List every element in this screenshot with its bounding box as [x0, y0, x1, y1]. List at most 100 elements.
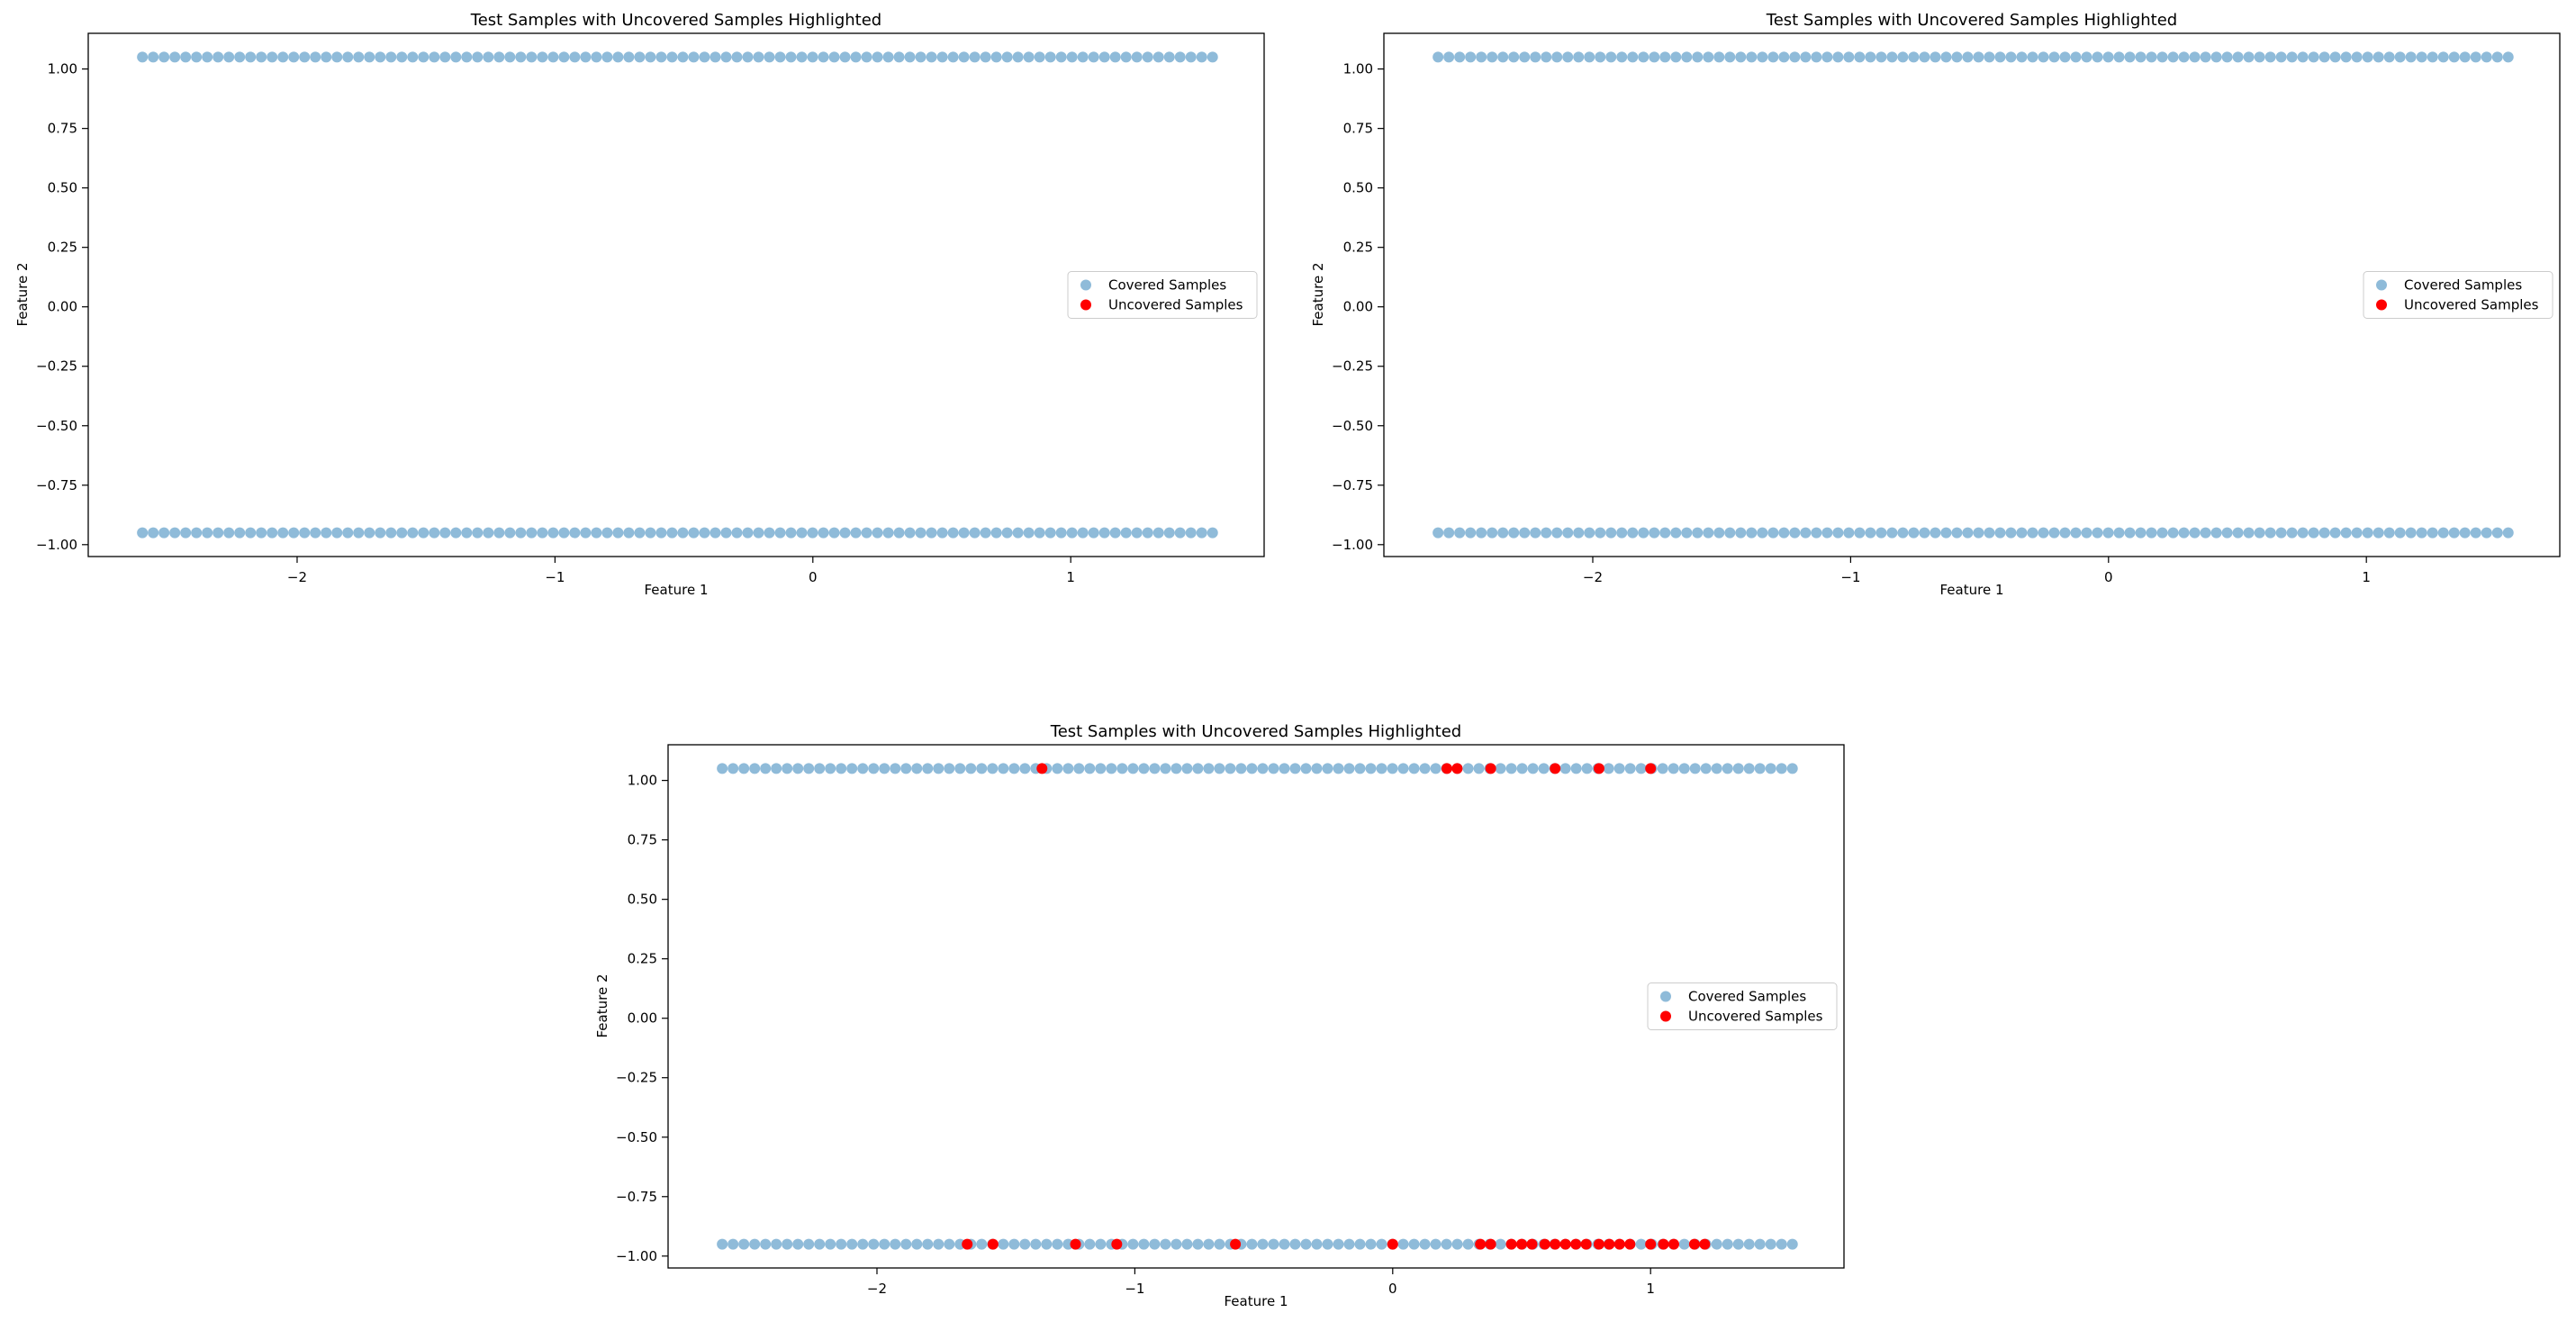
covered-sample-point: [1754, 1238, 1766, 1250]
covered-sample-point: [717, 763, 728, 774]
covered-sample-point: [1163, 51, 1175, 63]
uncovered-sample-point: [987, 1238, 999, 1250]
covered-sample-point: [461, 527, 473, 539]
x-tick-label: −2: [1583, 569, 1603, 585]
covered-sample-point: [1678, 763, 1690, 774]
covered-sample-point: [1530, 51, 1541, 63]
covered-sample-point: [234, 51, 246, 63]
covered-sample-point: [2394, 527, 2406, 539]
covered-sample-point: [1012, 527, 1024, 539]
covered-sample-point: [1984, 527, 1995, 539]
x-tick-label: 0: [809, 569, 818, 585]
covered-sample-point: [1940, 527, 1952, 539]
covered-sample-point: [2416, 51, 2427, 63]
uncovered-sample-point: [1658, 1238, 1669, 1250]
covered-sample-point: [688, 51, 700, 63]
covered-sample-point: [1066, 527, 1078, 539]
covered-sample-point: [1605, 527, 1617, 539]
covered-sample-point: [850, 51, 862, 63]
covered-sample-point: [1854, 51, 1866, 63]
covered-sample-point: [846, 763, 858, 774]
covered-sample-point: [158, 527, 170, 539]
covered-sample-point: [655, 527, 667, 539]
y-tick-label: 0.75: [48, 121, 77, 137]
covered-sample-point: [1465, 527, 1477, 539]
covered-sample-point: [1289, 763, 1301, 774]
covered-sample-point: [2286, 527, 2298, 539]
covered-sample-point: [1343, 763, 1355, 774]
covered-sample-point: [1203, 1238, 1215, 1250]
covered-sample-point: [1689, 763, 1701, 774]
covered-sample-point: [1333, 1238, 1344, 1250]
covered-sample-point: [1397, 1238, 1409, 1250]
covered-sample-point: [1627, 527, 1639, 539]
covered-sample-point: [2178, 527, 2190, 539]
covered-sample-point: [922, 1238, 934, 1250]
covered-sample-point: [245, 51, 257, 63]
covered-sample-point: [353, 527, 365, 539]
covered-sample-point: [850, 527, 862, 539]
covered-sample-point: [472, 51, 484, 63]
covered-sample-point: [731, 51, 743, 63]
covered-sample-point: [1786, 1238, 1798, 1250]
covered-sample-point: [1322, 763, 1333, 774]
covered-sample-point: [2243, 527, 2255, 539]
covered-sample-point: [933, 763, 945, 774]
covered-sample-point: [1616, 527, 1628, 539]
covered-sample-point: [2481, 527, 2492, 539]
covered-sample-point: [1495, 763, 1506, 774]
covered-sample-point: [1897, 527, 1909, 539]
covered-sample-point: [537, 527, 548, 539]
covered-sample-point: [1041, 1238, 1053, 1250]
covered-sample-point: [904, 51, 916, 63]
covered-sample-point: [2146, 527, 2157, 539]
covered-sample-point: [429, 51, 440, 63]
uncovered-sample-point: [1451, 763, 1463, 774]
covered-sample-point: [1538, 763, 1550, 774]
covered-sample-point: [1333, 763, 1344, 774]
covered-sample-point: [1142, 527, 1153, 539]
covered-sample-point: [504, 51, 516, 63]
y-axis-label: Feature 2: [14, 263, 31, 327]
covered-sample-point: [1711, 1238, 1722, 1250]
covered-sample-point: [1505, 763, 1517, 774]
chart-panel-2: Test Samples with Uncovered Samples High…: [1310, 11, 2561, 598]
covered-sample-point: [1886, 527, 1898, 539]
covered-sample-point: [2254, 527, 2265, 539]
covered-sample-point: [1311, 763, 1323, 774]
covered-sample-point: [1746, 51, 1758, 63]
covered-sample-point: [1073, 763, 1085, 774]
covered-sample-point: [299, 51, 311, 63]
covered-sample-point: [764, 51, 775, 63]
covered-sample-point: [1131, 527, 1143, 539]
covered-sample-point: [1668, 763, 1679, 774]
covered-sample-point: [547, 527, 559, 539]
x-axis-label: Feature 1: [645, 582, 709, 598]
covered-sample-point: [1711, 763, 1722, 774]
covered-sample-point: [1034, 527, 1045, 539]
axes-frame: [87, 32, 1265, 557]
covered-sample-point: [2178, 51, 2190, 63]
covered-sample-point: [1001, 51, 1013, 63]
covered-sample-point: [1703, 51, 1714, 63]
covered-sample-point: [774, 527, 786, 539]
covered-sample-point: [439, 527, 451, 539]
covered-sample-point: [760, 763, 772, 774]
covered-sample-point: [1821, 527, 1833, 539]
covered-sample-point: [2491, 527, 2503, 539]
covered-sample-point: [1077, 51, 1089, 63]
covered-sample-point: [1052, 763, 1063, 774]
covered-sample-point: [969, 51, 981, 63]
covered-sample-point: [1451, 1238, 1463, 1250]
covered-sample-point: [2081, 527, 2092, 539]
covered-sample-point: [1257, 1238, 1269, 1250]
covered-sample-point: [879, 1238, 890, 1250]
covered-sample-point: [1908, 51, 1920, 63]
covered-sample-point: [396, 527, 408, 539]
covered-sample-point: [580, 51, 592, 63]
covered-sample-point: [1170, 1238, 1182, 1250]
covered-sample-point: [2221, 51, 2233, 63]
covered-sample-point: [191, 51, 203, 63]
covered-sample-point: [1196, 527, 1207, 539]
covered-sample-point: [1138, 1238, 1150, 1250]
